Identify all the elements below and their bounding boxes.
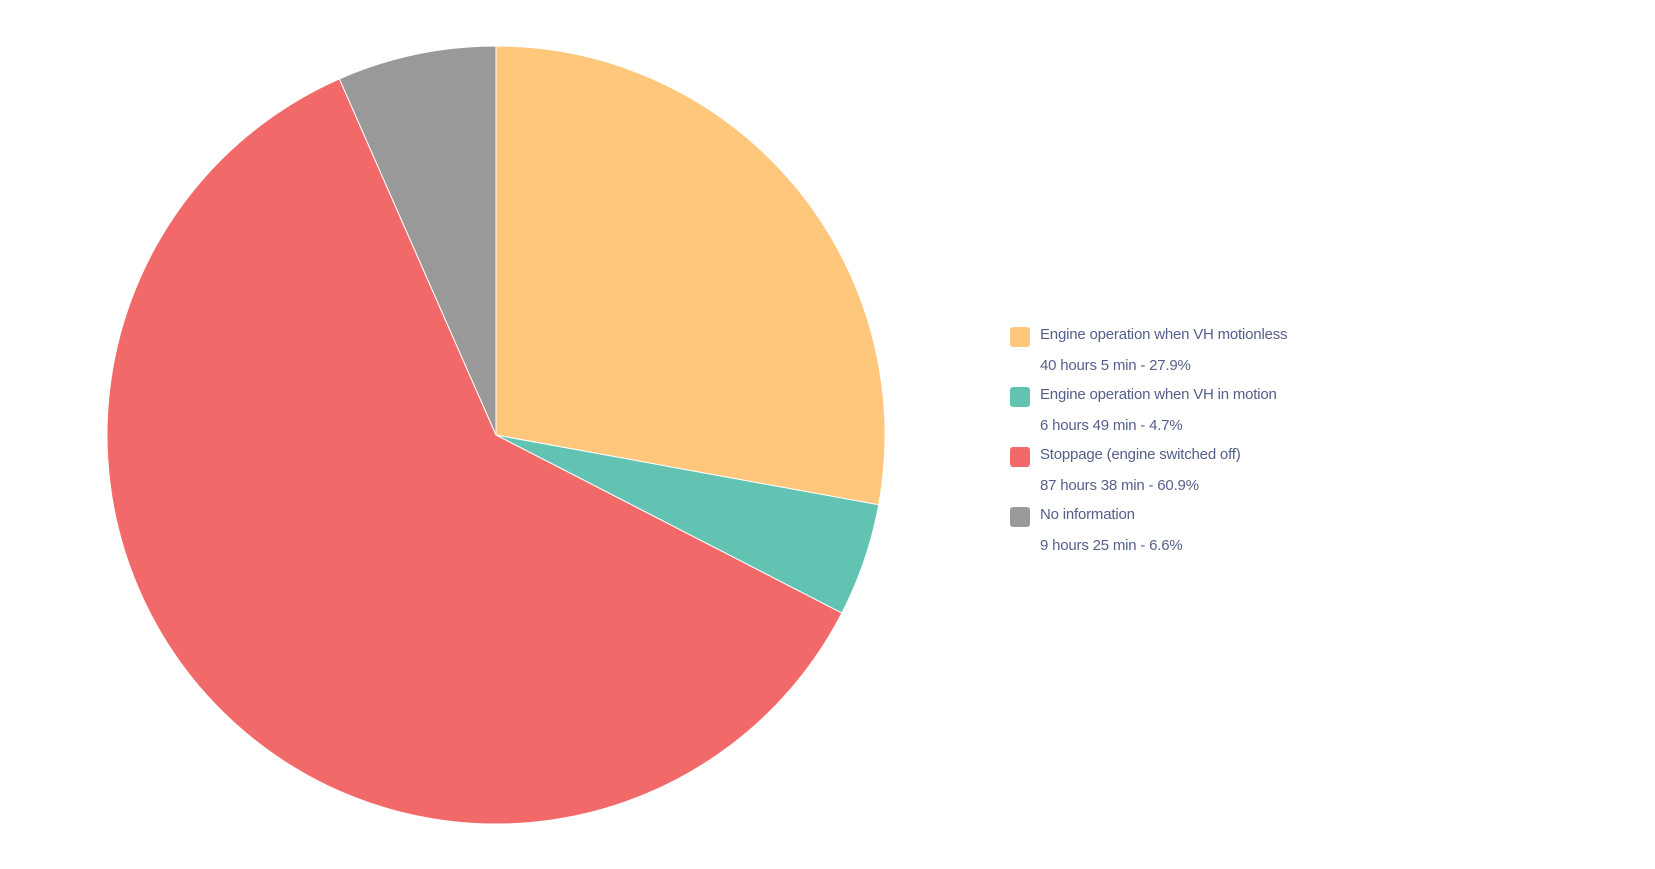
legend-swatch [1010,447,1030,467]
pie-plot-area [106,45,886,825]
legend-value: 40 hours 5 min - 27.9% [1040,357,1191,374]
legend: Engine operation when VH motionless 40 h… [1010,326,1430,566]
legend-swatch [1010,507,1030,527]
pie-slice[interactable] [338,45,497,436]
legend-value: 6 hours 49 min - 4.7% [1040,417,1183,434]
pie-slice[interactable] [495,45,886,506]
legend-item[interactable]: Stoppage (engine switched off) 87 hours … [1010,446,1430,506]
legend-swatch [1010,387,1030,407]
legend-label: No information [1040,506,1135,523]
legend-item[interactable]: Engine operation when VH in motion 6 hou… [1010,386,1430,446]
legend-label: Engine operation when VH motionless [1040,326,1288,343]
legend-item[interactable]: No information 9 hours 25 min - 6.6% [1010,506,1430,566]
legend-item[interactable]: Engine operation when VH motionless 40 h… [1010,326,1430,386]
legend-swatch [1010,327,1030,347]
legend-label: Stoppage (engine switched off) [1040,446,1241,463]
pie-slice[interactable] [106,78,843,825]
legend-value: 87 hours 38 min - 60.9% [1040,477,1199,494]
legend-label: Engine operation when VH in motion [1040,386,1277,403]
legend-value: 9 hours 25 min - 6.6% [1040,537,1183,554]
